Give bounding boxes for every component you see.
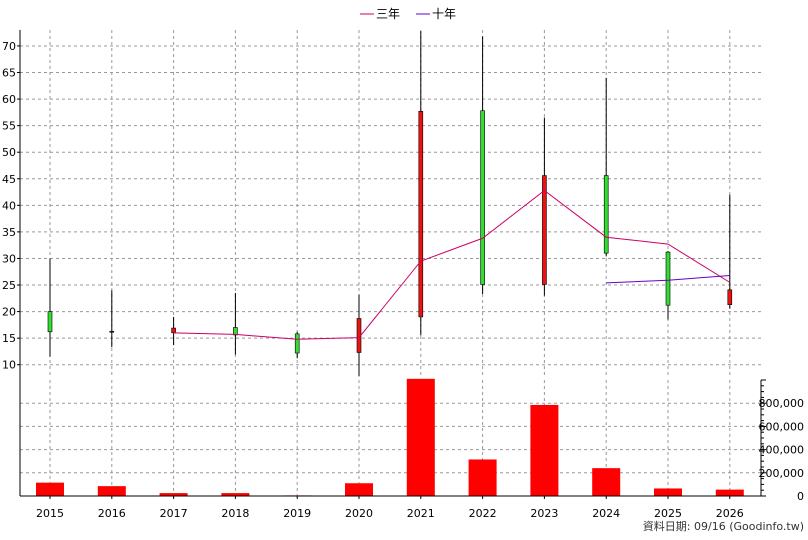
x-tick-label: 2020 — [345, 507, 373, 520]
x-tick-label: 2022 — [469, 507, 497, 520]
series-line — [173, 189, 731, 340]
volume-bar — [530, 404, 559, 496]
footer-date: 資料日期: 09/16 (Goodinfo.tw) — [642, 520, 804, 533]
legend: 三年 十年 — [360, 7, 456, 21]
candle-body — [603, 175, 609, 254]
price-tick-label: 10 — [2, 359, 16, 372]
price-grid — [20, 30, 761, 378]
price-tick-label: 55 — [2, 120, 16, 133]
candle-body — [109, 330, 115, 333]
price-tick-label: 50 — [2, 146, 16, 159]
x-tick-label: 2017 — [160, 507, 188, 520]
volume-bar — [592, 468, 621, 496]
candle-body — [727, 289, 733, 305]
volume-bar — [715, 489, 744, 496]
price-tick-label: 20 — [2, 306, 16, 319]
candles — [47, 31, 733, 377]
volume-tick-label: 600,000 — [759, 420, 805, 433]
price-tick-label: 35 — [2, 226, 16, 239]
candle-body — [233, 327, 238, 336]
candle-body — [665, 251, 671, 306]
volume-bar — [221, 493, 250, 496]
x-tick-label: 2023 — [530, 507, 558, 520]
volume-bar — [36, 482, 64, 496]
x-tick-label: 2021 — [407, 507, 435, 520]
tick-labels: 101520253035404550556065700200,000400,00… — [2, 40, 804, 520]
price-tick-label: 25 — [2, 279, 16, 292]
volume-bar — [345, 483, 373, 496]
price-tick-label: 60 — [2, 93, 16, 106]
candle-body — [418, 110, 424, 318]
price-tick-label: 45 — [2, 173, 16, 186]
volume-tick-label: 200,000 — [759, 467, 805, 480]
x-tick-label: 2019 — [283, 507, 311, 520]
candle-body — [480, 110, 485, 285]
volume-tick-label: 400,000 — [759, 444, 805, 457]
average-lines — [173, 189, 731, 340]
x-tick-label: 2018 — [221, 507, 249, 520]
legend-label: 十年 — [432, 7, 456, 21]
price-tick-label: 70 — [2, 40, 16, 53]
price-tick-label: 15 — [2, 332, 16, 345]
price-tick-label: 65 — [2, 67, 16, 80]
volume-bar — [654, 488, 682, 496]
candle-body — [47, 311, 53, 333]
candle-body — [294, 333, 300, 354]
volume-bars — [36, 378, 744, 496]
x-tick-label: 2026 — [716, 507, 744, 520]
x-tick-label: 2015 — [36, 507, 64, 520]
price-tick-label: 40 — [2, 199, 16, 212]
x-tick-label: 2024 — [592, 507, 620, 520]
candle-body — [171, 327, 176, 334]
volume-grid — [20, 380, 761, 496]
axes — [17, 30, 766, 499]
x-tick-label: 2025 — [654, 507, 682, 520]
volume-bar — [97, 486, 126, 496]
legend-label: 三年 — [376, 7, 400, 21]
volume-bar — [159, 493, 188, 496]
volume-tick-label: 0 — [797, 490, 804, 503]
volume-tick-label: 800,000 — [759, 397, 805, 410]
price-tick-label: 30 — [2, 252, 16, 265]
volume-bar — [468, 459, 497, 496]
series-line — [606, 274, 730, 284]
volume-bar — [406, 378, 435, 496]
candle-body — [542, 175, 547, 285]
x-tick-label: 2016 — [98, 507, 126, 520]
